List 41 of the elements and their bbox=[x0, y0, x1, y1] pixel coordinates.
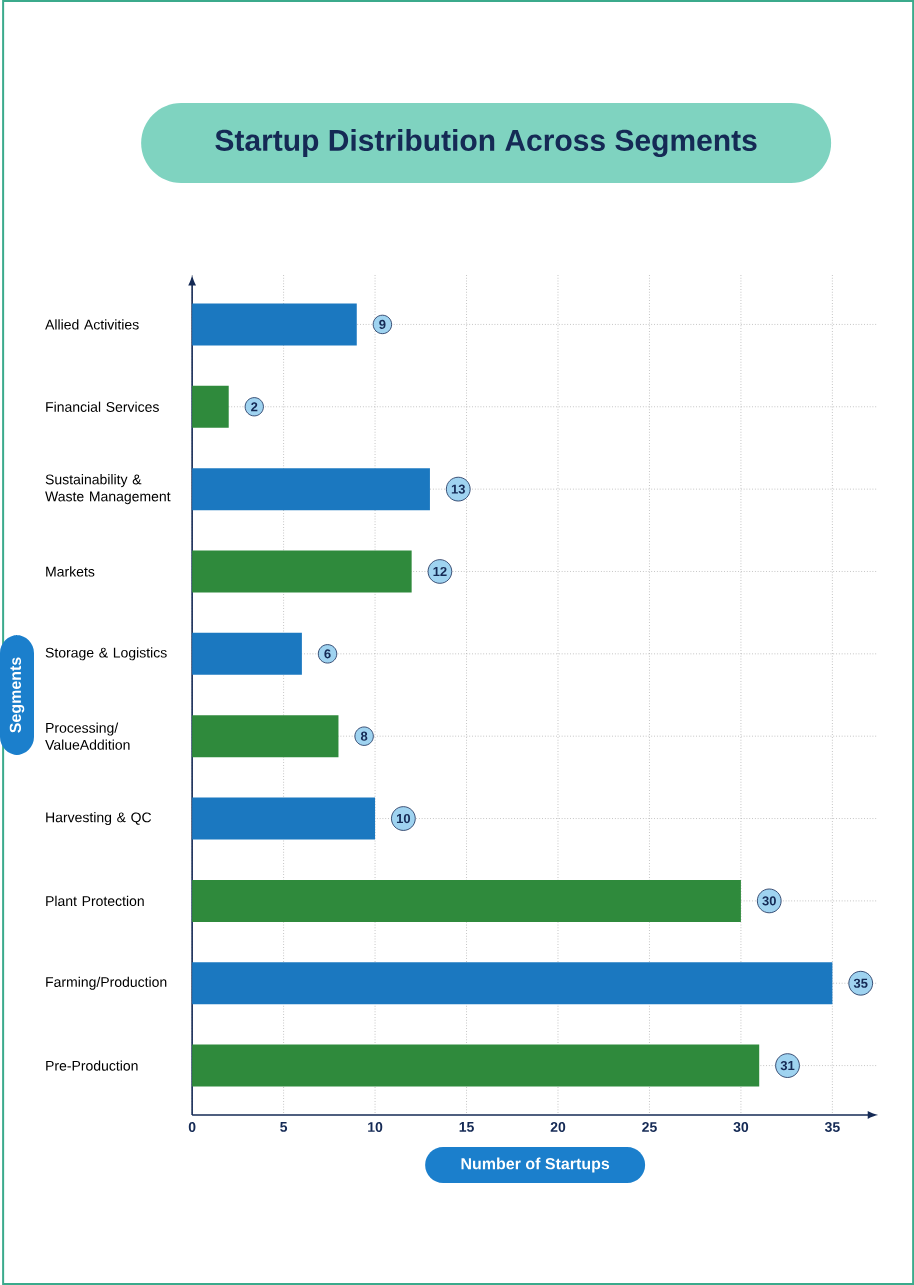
y-tick-label: Harvesting & QC bbox=[46, 812, 152, 826]
y-tick-label: Farming/Production bbox=[46, 976, 167, 990]
x-tick-label: 35 bbox=[824, 1122, 840, 1132]
data-label: 35 bbox=[853, 978, 868, 988]
bar bbox=[192, 550, 412, 593]
x-axis-title: Number of Startups bbox=[461, 1157, 610, 1173]
y-tick-label: Markets bbox=[46, 566, 95, 577]
bar bbox=[192, 385, 229, 428]
x-tick-label: 15 bbox=[459, 1122, 474, 1132]
y-tick-label: Pre-Production bbox=[46, 1060, 138, 1071]
y-tick-label: Storage & Logistics bbox=[45, 647, 167, 661]
data-label: 9 bbox=[379, 319, 386, 330]
data-label: 12 bbox=[433, 566, 447, 577]
data-label: 2 bbox=[251, 402, 258, 412]
bar bbox=[192, 303, 357, 346]
bar bbox=[192, 715, 339, 758]
bar bbox=[192, 879, 741, 922]
x-tick-label: 0 bbox=[188, 1122, 196, 1132]
x-tick-label: 20 bbox=[550, 1122, 566, 1132]
bar bbox=[192, 632, 302, 675]
chart-title: Startup Distribution Across Segments bbox=[215, 128, 757, 158]
y-tick-label: Plant Protection bbox=[46, 895, 144, 907]
x-tick-label: 25 bbox=[642, 1122, 657, 1132]
bar bbox=[192, 468, 430, 511]
data-label: 10 bbox=[396, 813, 410, 824]
y-tick-label: Sustainability & Waste Management bbox=[45, 474, 171, 505]
x-tick-label: 30 bbox=[733, 1122, 749, 1132]
data-label: 31 bbox=[780, 1060, 795, 1071]
bar bbox=[192, 1044, 760, 1087]
data-label: 13 bbox=[451, 484, 465, 494]
y-tick-label: Allied Activities bbox=[45, 319, 139, 330]
y-tick-label: Processing/ ValueAddition bbox=[45, 722, 130, 750]
x-tick-label: 10 bbox=[368, 1122, 383, 1132]
y-axis-title: Segments bbox=[9, 657, 25, 733]
data-label: 6 bbox=[324, 649, 331, 659]
data-label: 30 bbox=[762, 896, 776, 906]
x-tick-label: 5 bbox=[280, 1122, 288, 1132]
data-label: 8 bbox=[360, 731, 368, 741]
y-tick-label: Financial Services bbox=[46, 401, 159, 412]
bar bbox=[192, 962, 833, 1005]
bar bbox=[192, 797, 375, 840]
